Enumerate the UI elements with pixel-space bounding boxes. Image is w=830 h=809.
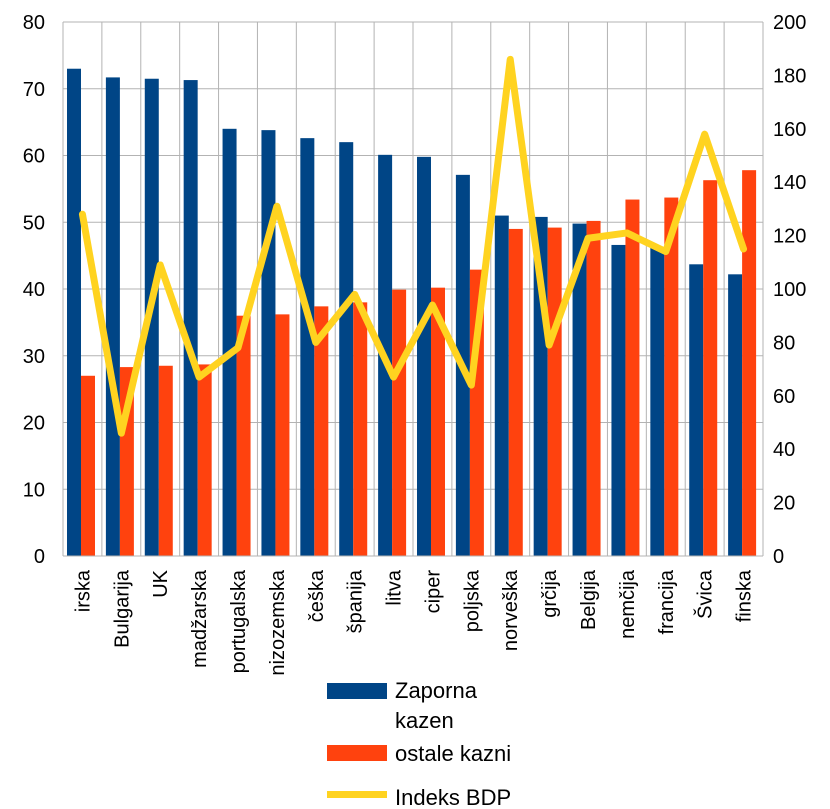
bar-zaporna (728, 274, 743, 556)
bar-ostale (742, 170, 757, 556)
bar-ostale (586, 220, 601, 557)
y-tick-right: 180 (773, 65, 806, 87)
y-axis-left-ticks: 0 10 20 30 40 50 60 70 80 (23, 12, 45, 568)
bar-zaporna (105, 77, 120, 556)
bar-ostale (547, 227, 562, 556)
x-tick-label: Belgija (578, 569, 600, 630)
bars (67, 68, 757, 557)
bar-zaporna (611, 244, 626, 556)
bar-ostale (81, 375, 95, 556)
bar-zaporna (339, 142, 354, 556)
x-tick-label: poljska (461, 569, 483, 632)
legend-swatch-indeks (327, 791, 387, 798)
x-tick-label: Bulgarija (111, 569, 133, 648)
legend-label-ostale: ostale kazni (395, 741, 511, 766)
line-series (78, 55, 748, 437)
x-tick-label: francija (656, 569, 678, 634)
y-tick-left: 40 (23, 279, 45, 301)
x-tick-label: portugalska (228, 569, 250, 673)
x-tick-label: grčija (539, 569, 561, 618)
bar-ostale (664, 197, 679, 557)
y-tick-right: 80 (773, 332, 795, 354)
bar-zaporna (689, 264, 704, 556)
legend-label-zaporna-line1: Zaporna (395, 678, 478, 703)
bar-ostale (703, 180, 718, 556)
x-tick-label: ciper (422, 570, 444, 614)
legend-swatch-zaporna (327, 683, 387, 699)
legend-label-zaporna-line2: kazen (395, 708, 454, 733)
y-tick-right: 20 (773, 493, 795, 515)
y-tick-left: 0 (34, 546, 45, 568)
legend-swatch-ostale (327, 745, 387, 761)
bar-zaporna (222, 128, 237, 557)
y-tick-left: 70 (23, 79, 45, 101)
line-indeks-bdp (78, 55, 748, 437)
y-tick-right: 60 (773, 386, 795, 408)
bar-ostale (392, 289, 407, 556)
bar-zaporna (650, 246, 665, 556)
x-tick-label: irska (72, 569, 94, 612)
x-tick-label: finska (734, 569, 756, 622)
y-tick-right: 200 (773, 12, 806, 34)
y-tick-right: 120 (773, 226, 806, 248)
y-tick-left: 80 (23, 12, 45, 34)
bar-ostale (353, 302, 368, 556)
x-tick-label: češka (306, 569, 328, 622)
y-axis-right-ticks: 0 20 40 60 80 100 120 140 160 180 200 (773, 12, 806, 568)
y-tick-right: 160 (773, 119, 806, 141)
y-tick-left: 10 (23, 479, 45, 501)
y-tick-left: 20 (23, 413, 45, 435)
y-tick-right: 140 (773, 172, 806, 194)
x-tick-label: španija (345, 569, 367, 633)
bar-zaporna (183, 80, 198, 556)
bar-zaporna (67, 68, 81, 556)
x-tick-label: nizozemska (267, 569, 289, 675)
legend: Zaporna kazen ostale kazni Indeks BDP (327, 678, 511, 809)
y-tick-right: 100 (773, 279, 806, 301)
bar-zaporna (572, 223, 587, 556)
bar-zaporna (494, 215, 509, 556)
x-tick-label: madžarska (189, 569, 211, 668)
bar-zaporna (300, 138, 315, 556)
gridlines (62, 21, 764, 557)
bar-ostale (158, 365, 173, 556)
axes (62, 22, 764, 557)
bar-ostale (431, 287, 445, 556)
x-tick-label: Švica (694, 569, 717, 619)
x-tick-label: UK (150, 569, 172, 597)
x-tick-label: nemčija (617, 569, 639, 639)
bar-ostale (625, 199, 640, 556)
y-tick-left: 30 (23, 346, 45, 368)
x-axis-labels: irska Bulgarija UK madžarska portugalska nizo… (72, 569, 755, 675)
bar-ostale (275, 314, 290, 556)
bar-ostale (197, 364, 212, 556)
bar-zaporna (417, 156, 431, 556)
bar-ostale (508, 228, 523, 557)
x-tick-label: litva (384, 569, 406, 605)
y-tick-right: 40 (773, 439, 795, 461)
bar-zaporna (144, 78, 159, 557)
x-tick-label: norveška (500, 569, 522, 651)
legend-label-indeks: Indeks BDP (395, 785, 511, 809)
y-tick-right: 0 (773, 546, 784, 568)
bar-ostale (314, 306, 329, 556)
y-tick-left: 50 (23, 212, 45, 234)
y-tick-left: 60 (23, 146, 45, 168)
bar-ostale (236, 315, 251, 556)
bar-zaporna (261, 130, 276, 556)
